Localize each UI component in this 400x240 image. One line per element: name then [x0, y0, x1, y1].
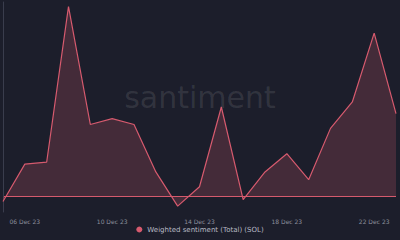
svg-text:22 Dec 23: 22 Dec 23: [359, 218, 390, 225]
svg-text:14 Dec 23: 14 Dec 23: [184, 218, 215, 225]
svg-text:santiment: santiment: [124, 80, 276, 115]
svg-text:Weighted sentiment (Total) (SO: Weighted sentiment (Total) (SOL): [147, 226, 264, 234]
svg-text:10 Dec 23: 10 Dec 23: [97, 218, 128, 225]
svg-text:06 Dec 23: 06 Dec 23: [9, 218, 40, 225]
svg-text:18 Dec 23: 18 Dec 23: [271, 218, 302, 225]
